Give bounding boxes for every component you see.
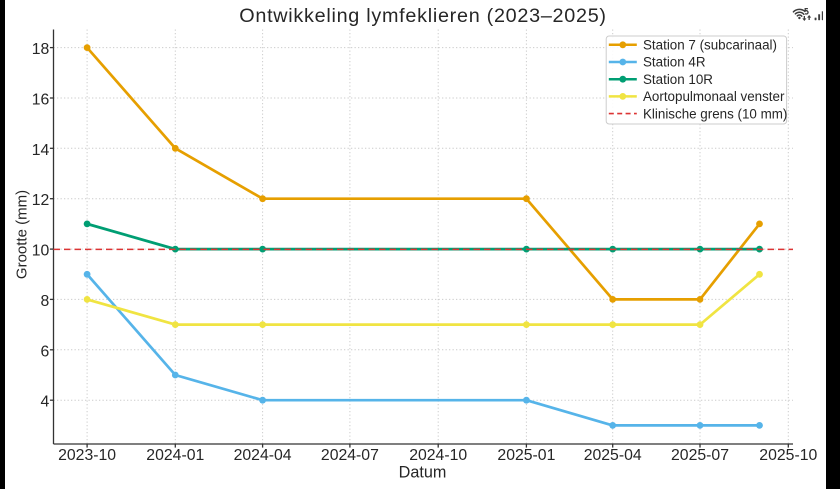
svg-text:2024-04: 2024-04 (234, 447, 292, 464)
svg-text:14: 14 (32, 142, 50, 159)
svg-text:Station 7 (subcarinaal): Station 7 (subcarinaal) (643, 38, 777, 53)
svg-text:12: 12 (32, 192, 50, 209)
svg-text:Aortopulmonaal venster: Aortopulmonaal venster (643, 89, 785, 104)
svg-text:Ontwikkeling lymfeklieren (202: Ontwikkeling lymfeklieren (2023–2025) (239, 5, 607, 27)
svg-text:2024-07: 2024-07 (321, 447, 379, 464)
svg-text:Station 4R: Station 4R (643, 55, 706, 70)
svg-text:Station 10R: Station 10R (643, 72, 713, 87)
svg-text:16: 16 (32, 92, 50, 109)
svg-text:2023-10: 2023-10 (58, 447, 116, 464)
svg-text:6: 6 (41, 343, 50, 360)
svg-text:2025-07: 2025-07 (671, 447, 729, 464)
svg-text:Grootte (mm): Grootte (mm) (14, 190, 31, 279)
svg-text:8: 8 (41, 293, 50, 310)
svg-text:2024-01: 2024-01 (146, 447, 204, 464)
svg-text:18: 18 (32, 41, 50, 58)
svg-text:2025-01: 2025-01 (497, 447, 555, 464)
svg-text:Datum: Datum (399, 464, 447, 482)
svg-text:2024-10: 2024-10 (409, 447, 467, 464)
svg-text:Klinische grens (10 mm): Klinische grens (10 mm) (643, 106, 787, 121)
svg-text:4: 4 (41, 394, 50, 411)
svg-text:2025-10: 2025-10 (759, 447, 817, 464)
svg-text:2025-04: 2025-04 (584, 447, 642, 464)
svg-text:10: 10 (32, 243, 50, 260)
